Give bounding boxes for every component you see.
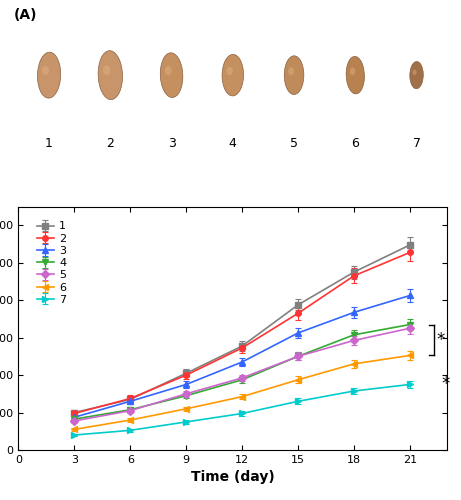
Text: 7: 7 bbox=[413, 136, 420, 149]
Ellipse shape bbox=[37, 52, 61, 98]
Ellipse shape bbox=[42, 66, 49, 75]
Ellipse shape bbox=[410, 62, 423, 89]
Text: *: * bbox=[442, 376, 450, 394]
Ellipse shape bbox=[346, 56, 365, 94]
Legend: 1, 2, 3, 4, 5, 6, 7: 1, 2, 3, 4, 5, 6, 7 bbox=[33, 217, 71, 309]
Ellipse shape bbox=[226, 67, 233, 75]
Text: 6: 6 bbox=[351, 136, 359, 149]
Ellipse shape bbox=[413, 70, 417, 75]
Text: 1: 1 bbox=[45, 136, 53, 149]
Text: 3: 3 bbox=[168, 136, 176, 149]
Text: 5: 5 bbox=[290, 136, 298, 149]
Ellipse shape bbox=[222, 54, 243, 96]
Ellipse shape bbox=[288, 68, 294, 75]
Text: *: * bbox=[437, 331, 445, 349]
Text: 4: 4 bbox=[229, 136, 237, 149]
Ellipse shape bbox=[103, 66, 110, 75]
Ellipse shape bbox=[350, 68, 355, 75]
Text: 2: 2 bbox=[106, 136, 114, 149]
Ellipse shape bbox=[284, 56, 304, 94]
X-axis label: Time (day): Time (day) bbox=[191, 470, 275, 484]
Ellipse shape bbox=[165, 66, 171, 75]
Ellipse shape bbox=[98, 50, 123, 100]
Text: (A): (A) bbox=[14, 8, 38, 22]
Ellipse shape bbox=[160, 53, 183, 98]
